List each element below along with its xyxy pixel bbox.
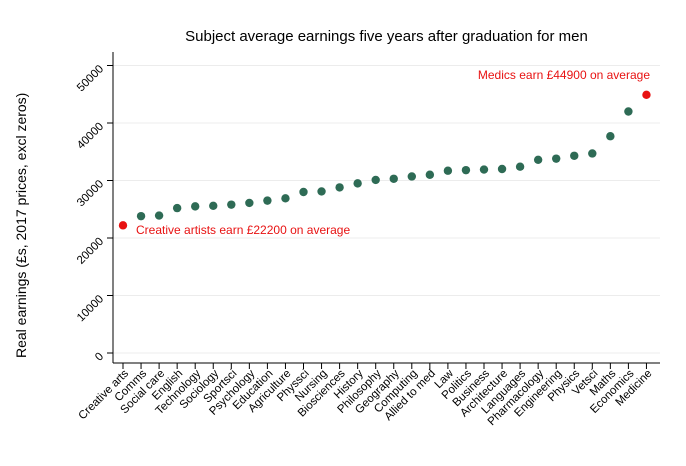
data-point-vetsci (588, 149, 597, 158)
data-point-education (263, 196, 272, 205)
data-point-english (172, 203, 182, 213)
data-point-philosophy (371, 175, 380, 185)
y-tick-label: 40000 (75, 121, 106, 152)
data-point-agriculture (281, 194, 290, 203)
data-point-allied-to-med (425, 170, 435, 179)
data-point-sociology (209, 201, 218, 210)
data-point-nursing (317, 187, 326, 196)
annotation-creative-arts: Creative artists earn £22200 on average (136, 223, 351, 237)
data-point-geography (389, 174, 398, 183)
data-point-physsci (299, 187, 308, 197)
data-point-computing (407, 172, 416, 181)
data-point-psychology (245, 198, 254, 208)
data-point-technology (191, 202, 200, 211)
annotation-medics: Medics earn £44900 on average (477, 68, 650, 82)
data-point-sportsci (227, 200, 236, 209)
data-point-biosciences (335, 183, 344, 192)
data-point-history (353, 179, 362, 188)
data-point-comms (136, 211, 146, 221)
data-point-medicine (642, 90, 651, 100)
data-point-architecture (497, 164, 507, 174)
chart-title: Subject average earnings five years afte… (185, 28, 588, 45)
y-tick-label: 30000 (75, 178, 106, 209)
data-point-maths (606, 132, 615, 141)
data-point-politics (461, 165, 471, 175)
data-point-pharmacology (533, 155, 543, 164)
data-point-law (443, 166, 453, 175)
data-point-engineering (552, 154, 561, 163)
data-point-social-care (154, 211, 164, 220)
y-tick-label: 0 (93, 351, 106, 364)
data-point-languages (515, 162, 525, 171)
data-point-business (479, 165, 489, 174)
y-tick-label: 50000 (75, 63, 106, 94)
data-point-physics (570, 151, 579, 160)
data-point-creative-arts (118, 221, 128, 230)
y-tick-label: 10000 (75, 293, 106, 324)
data-point-economics (624, 107, 633, 116)
y-tick-label: 20000 (75, 236, 106, 267)
